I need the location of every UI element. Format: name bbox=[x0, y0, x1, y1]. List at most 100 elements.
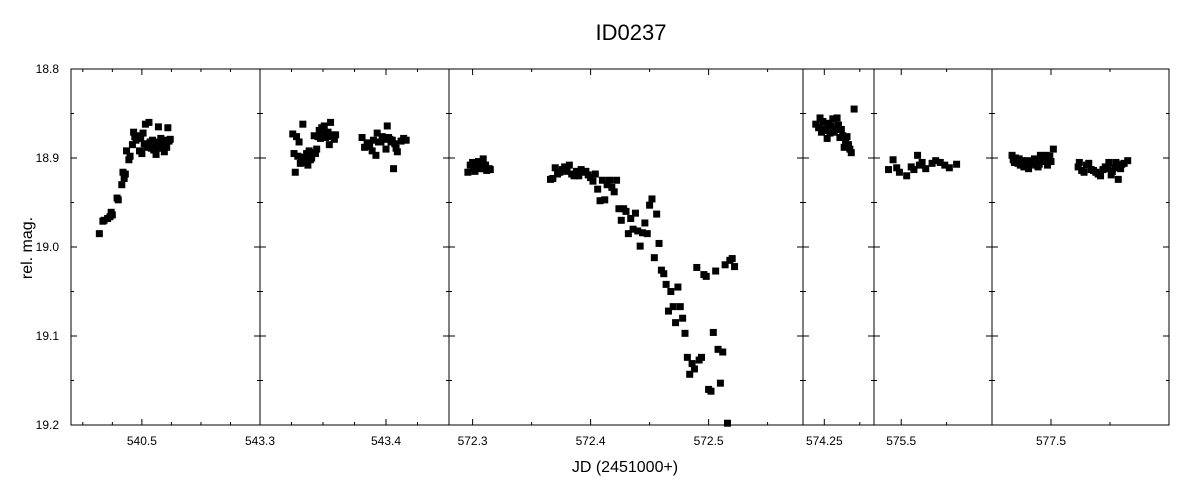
data-point bbox=[812, 120, 820, 128]
data-point bbox=[150, 146, 158, 154]
data-point bbox=[610, 188, 618, 196]
data-point bbox=[388, 136, 396, 144]
data-point bbox=[603, 181, 611, 189]
data-point bbox=[589, 177, 597, 185]
x-tick-label: 577.5 bbox=[1036, 434, 1066, 448]
data-point bbox=[893, 164, 901, 172]
data-point bbox=[319, 130, 327, 138]
data-point bbox=[295, 138, 303, 146]
data-point bbox=[646, 201, 654, 209]
data-point bbox=[822, 126, 830, 134]
data-point bbox=[156, 144, 164, 152]
data-point bbox=[667, 288, 675, 295]
data-point bbox=[693, 263, 701, 271]
data-point bbox=[827, 122, 835, 130]
data-point bbox=[686, 370, 694, 378]
data-point bbox=[139, 129, 147, 137]
data-point bbox=[594, 185, 602, 193]
data-point bbox=[1043, 161, 1051, 169]
data-point bbox=[895, 168, 903, 176]
data-point bbox=[108, 211, 116, 219]
data-point bbox=[1012, 154, 1020, 162]
panels-group: 540.5 543.3 543.4 572.3 572.4 572.5 574.25 575.… bbox=[70, 68, 1170, 448]
data-point bbox=[676, 303, 684, 311]
data-point bbox=[332, 131, 340, 139]
data-point bbox=[650, 254, 658, 262]
data-point bbox=[477, 165, 485, 173]
y-tick-label: 19.2 bbox=[36, 418, 60, 432]
data-point bbox=[383, 122, 391, 130]
x-tick-label: 543.4 bbox=[371, 434, 401, 448]
data-point bbox=[629, 225, 637, 233]
data-point bbox=[910, 166, 918, 174]
data-point bbox=[299, 120, 307, 128]
data-point bbox=[709, 328, 717, 336]
data-point bbox=[631, 209, 639, 217]
data-point bbox=[120, 174, 128, 182]
data-point bbox=[125, 156, 133, 164]
data-point bbox=[1114, 175, 1122, 183]
data-point bbox=[475, 158, 482, 166]
data-point bbox=[832, 126, 840, 134]
y-axis-tick-labels: 18.8 18.9 19.0 19.1 19.2 bbox=[36, 62, 60, 432]
data-point bbox=[731, 263, 739, 271]
data-point bbox=[1111, 164, 1119, 172]
data-point bbox=[1105, 158, 1113, 166]
data-point bbox=[163, 143, 171, 151]
data-point bbox=[601, 196, 609, 204]
data-point bbox=[152, 150, 160, 158]
data-point bbox=[728, 255, 736, 263]
data-point bbox=[624, 230, 632, 238]
data-point bbox=[839, 132, 847, 140]
data-point bbox=[363, 139, 371, 147]
data-point bbox=[707, 387, 715, 395]
data-point bbox=[162, 136, 169, 144]
data-point bbox=[598, 176, 606, 184]
data-point bbox=[157, 134, 165, 142]
data-point bbox=[479, 155, 487, 163]
data-point bbox=[1049, 145, 1057, 153]
data-point bbox=[847, 149, 855, 157]
panel-frame bbox=[873, 68, 993, 426]
data-point bbox=[815, 124, 823, 132]
data-point bbox=[829, 115, 837, 123]
data-point bbox=[639, 229, 647, 237]
data-point bbox=[291, 168, 299, 176]
data-point bbox=[617, 216, 625, 224]
data-point bbox=[636, 242, 644, 250]
x-tick-label: 574.25 bbox=[806, 434, 843, 448]
panel-frame bbox=[991, 68, 1170, 426]
data-point bbox=[653, 210, 661, 218]
data-point bbox=[1120, 159, 1128, 167]
x-tick-label: 575.5 bbox=[886, 434, 916, 448]
data-point bbox=[826, 129, 834, 137]
data-point bbox=[903, 172, 911, 180]
data-point bbox=[819, 118, 827, 126]
data-point bbox=[1080, 168, 1088, 176]
data-point bbox=[301, 157, 309, 165]
data-point bbox=[361, 143, 369, 151]
data-point bbox=[1112, 158, 1120, 166]
data-point bbox=[835, 121, 842, 129]
data-point bbox=[464, 168, 472, 176]
panel-1: 540.5 bbox=[70, 68, 261, 448]
data-point bbox=[154, 123, 162, 131]
data-point bbox=[140, 140, 148, 148]
y-tick-label: 18.9 bbox=[36, 151, 60, 165]
data-point bbox=[712, 267, 720, 275]
panel-frame bbox=[70, 68, 261, 426]
data-point bbox=[613, 176, 621, 184]
panel-5: 575.5 bbox=[873, 68, 993, 448]
x-tick-label: 572.3 bbox=[458, 434, 488, 448]
data-point bbox=[719, 348, 727, 356]
data-point bbox=[844, 141, 852, 149]
data-point bbox=[300, 153, 308, 161]
data-point bbox=[1107, 171, 1115, 179]
data-point bbox=[723, 419, 731, 427]
data-point bbox=[816, 114, 824, 122]
data-point bbox=[114, 196, 122, 204]
data-point bbox=[289, 130, 297, 138]
data-point bbox=[1030, 155, 1038, 163]
data-point bbox=[1104, 165, 1112, 173]
data-point bbox=[596, 197, 604, 205]
